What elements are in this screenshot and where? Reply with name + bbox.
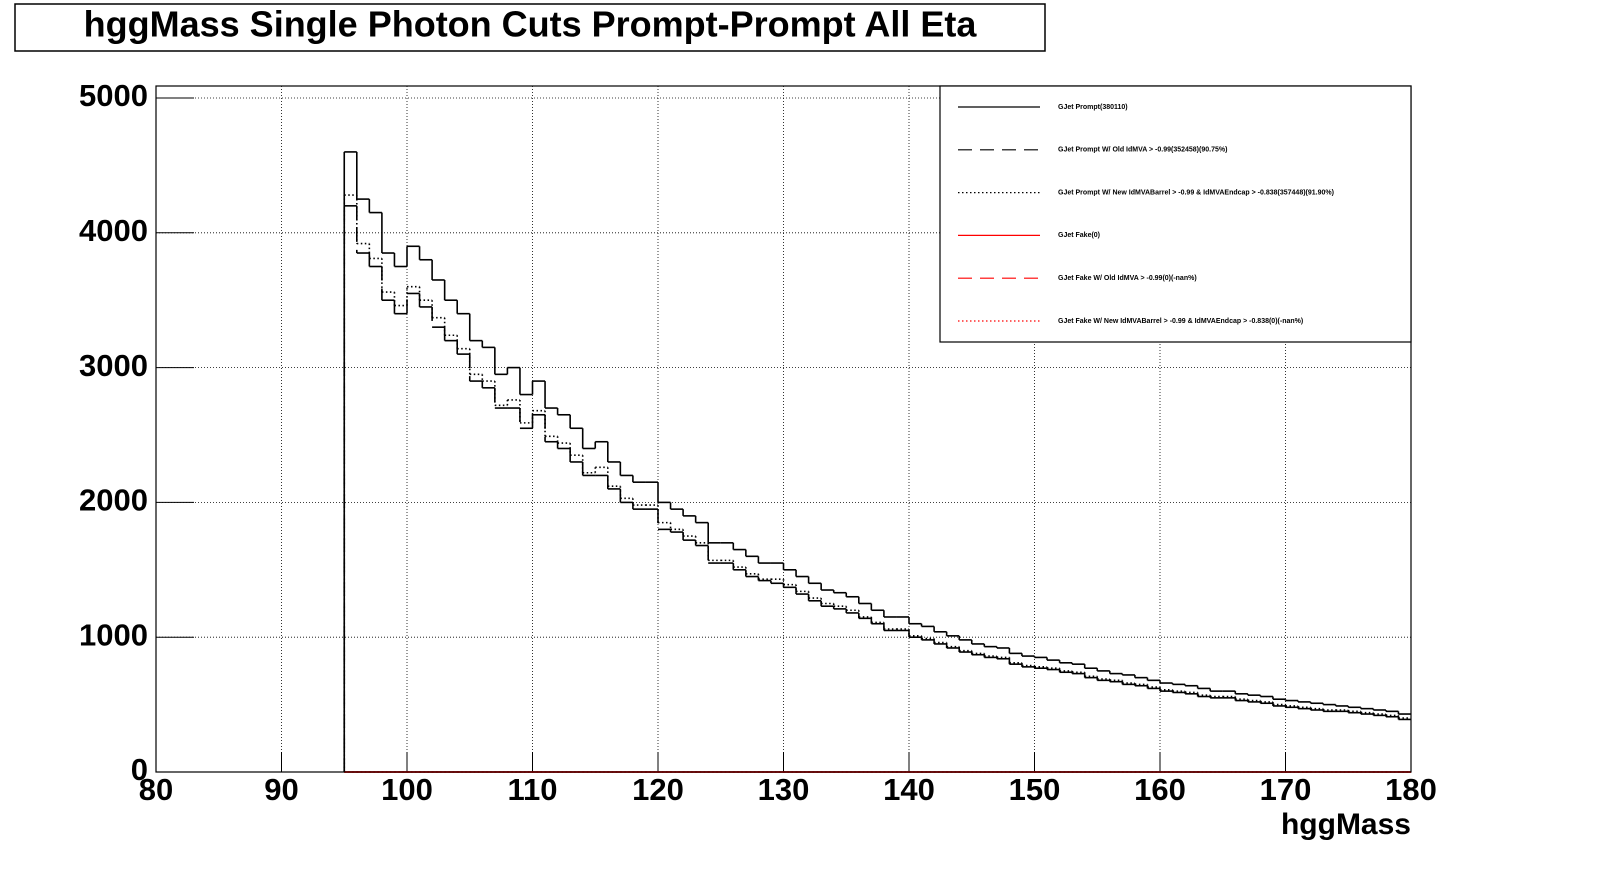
- y-tick-label: 2000: [79, 483, 148, 518]
- x-axis-label: hggMass: [1281, 808, 1411, 841]
- chart-title: hggMass Single Photon Cuts Prompt-Prompt…: [84, 4, 978, 45]
- legend-label: GJet Prompt W/ Old IdMVA > -0.99(352458)…: [1058, 147, 1227, 154]
- x-tick-label: 140: [883, 772, 935, 807]
- x-tick-label: 150: [1009, 772, 1061, 807]
- legend-label: GJet Prompt(380110): [1058, 104, 1128, 111]
- legend-label: GJet Fake W/ New IdMVABarrel > -0.99 & I…: [1058, 318, 1303, 325]
- y-tick-label: 4000: [79, 213, 148, 248]
- y-tick-label: 0: [131, 752, 148, 787]
- x-tick-label: 120: [632, 772, 684, 807]
- y-tick-label: 3000: [79, 348, 148, 383]
- x-tick-label: 170: [1260, 772, 1312, 807]
- frame: [155, 85, 1412, 773]
- y-tick-label: 1000: [79, 617, 148, 652]
- title-box: [14, 3, 1046, 52]
- legend-label: GJet Prompt W/ New IdMVABarrel > -0.99 &…: [1058, 189, 1334, 196]
- x-tick-label: 90: [264, 772, 298, 807]
- histogram-series: [343, 151, 1411, 772]
- legend-box: [939, 85, 1412, 343]
- histogram-series: [343, 205, 1411, 772]
- x-tick-label: 80: [139, 772, 173, 807]
- legend-label: GJet Fake W/ Old IdMVA > -0.99(0)(-nan%): [1058, 275, 1197, 282]
- x-tick-label: 160: [1134, 772, 1186, 807]
- x-tick-label: 130: [758, 772, 810, 807]
- y-tick-label: 5000: [79, 78, 148, 113]
- x-tick-label: 100: [381, 772, 433, 807]
- legend: GJet Prompt(380110) GJet Prompt W/ Old Id…: [939, 85, 1412, 343]
- x-tick-label: 110: [507, 772, 557, 807]
- x-tick-label: 180: [1385, 772, 1437, 807]
- legend-label: GJet Fake(0): [1058, 232, 1100, 239]
